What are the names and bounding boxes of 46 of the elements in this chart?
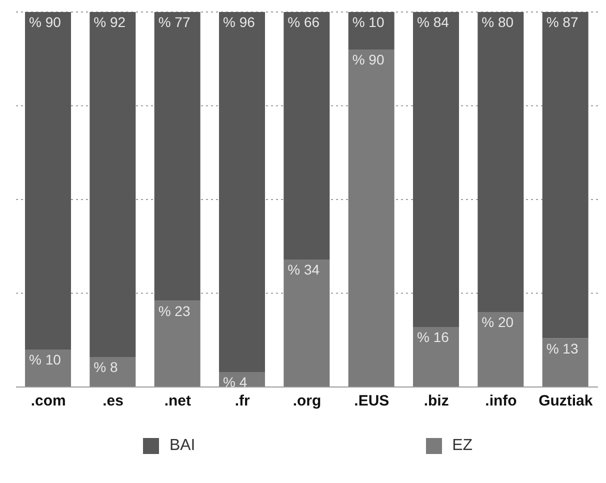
data-label: % 10 — [29, 352, 62, 368]
bar — [348, 50, 394, 387]
data-label: % 92 — [94, 14, 126, 30]
bar — [154, 12, 200, 301]
data-label: % 8 — [94, 359, 118, 375]
data-label: % 77 — [158, 14, 190, 30]
bar — [90, 357, 136, 387]
data-label: % 90 — [29, 14, 62, 30]
data-label: % 13 — [546, 340, 578, 356]
bar — [413, 327, 459, 387]
bar — [284, 12, 330, 260]
x-tick-label: .biz — [424, 392, 449, 410]
bar — [25, 350, 71, 387]
bar — [542, 12, 588, 338]
data-label: % 90 — [352, 52, 384, 68]
bar — [219, 12, 265, 372]
x-tick-label: .org — [292, 392, 322, 410]
x-tick-label: .fr — [234, 392, 250, 410]
bar — [154, 300, 200, 387]
data-label: % 80 — [482, 14, 514, 30]
data-label: % 66 — [288, 14, 320, 30]
x-tick-label: .EUS — [354, 392, 390, 410]
data-label: % 4 — [223, 374, 248, 390]
legend-label: EZ — [452, 437, 473, 455]
bar — [348, 12, 394, 50]
bar — [478, 312, 524, 387]
x-tick-label: .info — [485, 392, 517, 410]
data-label: % 34 — [288, 262, 320, 278]
x-tick-label: .es — [102, 392, 124, 410]
data-label: % 87 — [546, 14, 578, 30]
data-label: % 16 — [417, 329, 450, 345]
data-label: % 23 — [158, 302, 190, 319]
x-tick-label: .com — [30, 392, 66, 410]
bar — [284, 260, 330, 387]
bar — [542, 338, 588, 387]
data-label: % 84 — [417, 14, 450, 30]
bar — [90, 12, 136, 357]
bar — [478, 12, 524, 312]
data-label: % 10 — [352, 14, 384, 30]
x-tick-label: Guztiak — [538, 392, 594, 410]
legend-label: BAI — [169, 437, 196, 455]
bar — [413, 12, 459, 327]
data-label: % 96 — [223, 14, 256, 30]
x-tick-label: .net — [164, 392, 192, 410]
bar — [25, 12, 71, 350]
data-label: % 20 — [482, 314, 514, 330]
